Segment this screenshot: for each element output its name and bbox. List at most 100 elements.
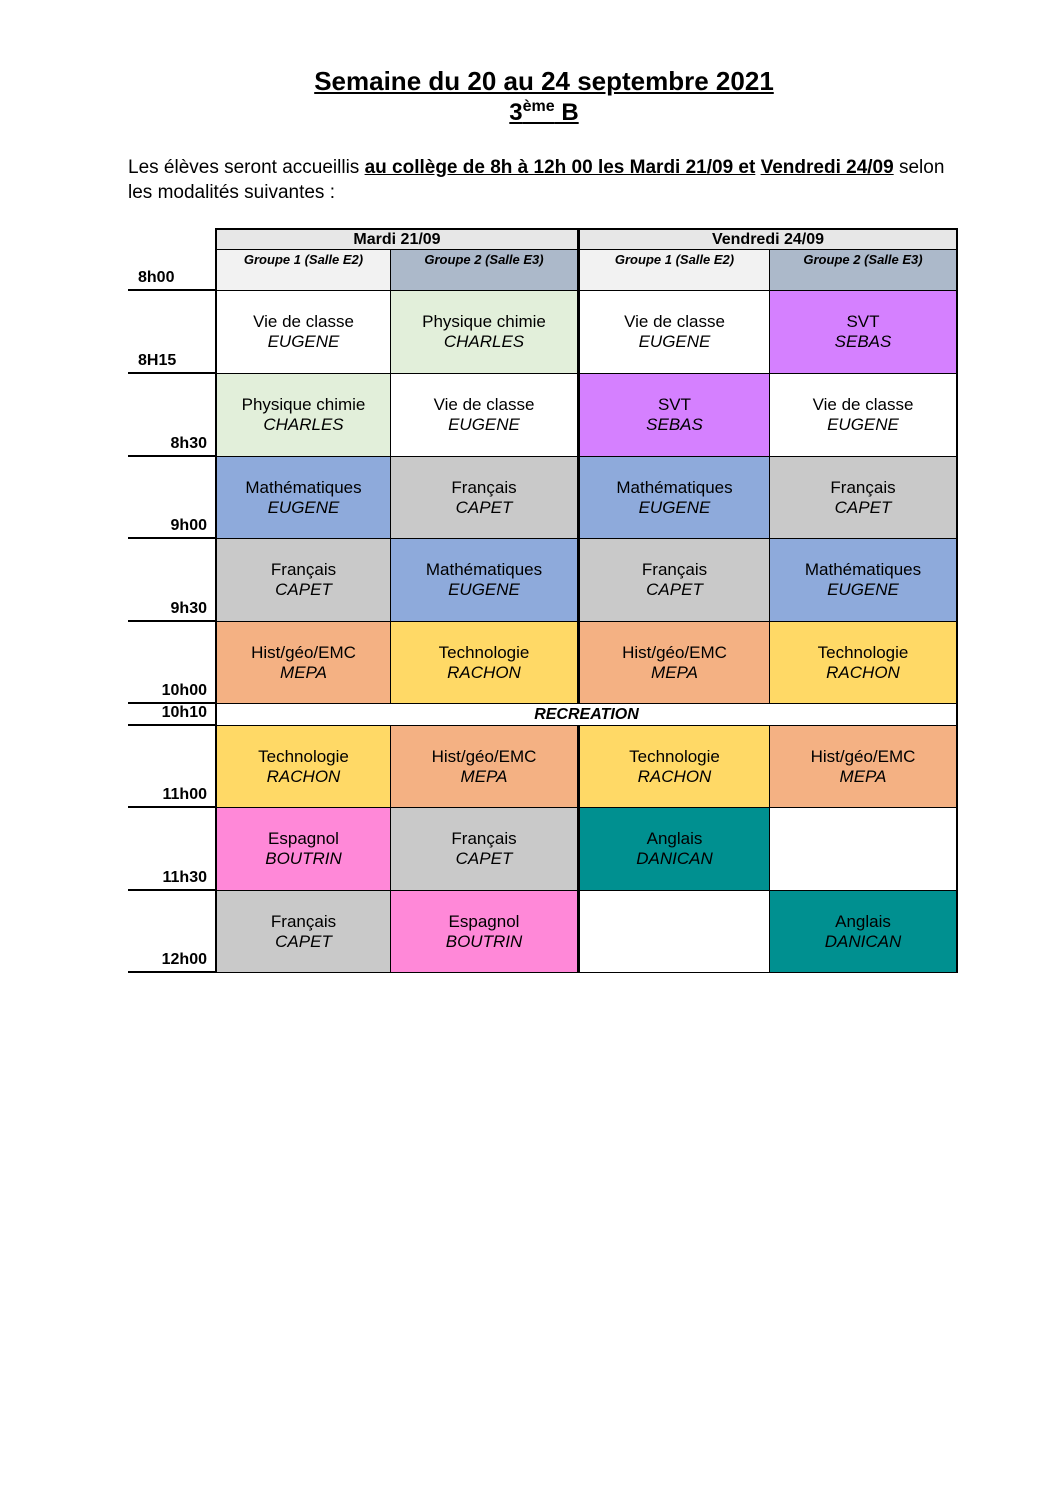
subject: Anglais bbox=[646, 829, 703, 848]
timetable-cell: Hist/géo/EMC MEPA bbox=[215, 622, 391, 704]
timetable-cell: Vie de classe EUGENE bbox=[770, 374, 958, 457]
timetable-cell: Physique chimie CHARLES bbox=[391, 291, 580, 374]
group-header: Groupe 1 (Salle E2) bbox=[215, 250, 391, 291]
teacher: DANICAN bbox=[636, 849, 713, 868]
day-header: Mardi 21/09 bbox=[215, 228, 580, 250]
subject: Hist/géo/EMC bbox=[431, 746, 537, 766]
teacher: RACHON bbox=[637, 766, 712, 786]
group-header: Groupe 1 (Salle E2) bbox=[580, 250, 770, 291]
timetable-cell: SVT SEBAS bbox=[580, 374, 770, 457]
timetable-cell: Vie de classe EUGENE bbox=[580, 291, 770, 374]
intro-b1: au collège de 8h à 12h 00 les Mardi 21/0… bbox=[364, 157, 756, 178]
teacher: EUGENE bbox=[827, 415, 899, 434]
timetable-cell: Technologie RACHON bbox=[770, 622, 958, 704]
teacher: RACHON bbox=[447, 662, 521, 682]
timetable-cell: Hist/géo/EMC MEPA bbox=[770, 726, 958, 808]
subject: Français bbox=[641, 560, 708, 579]
teacher: EUGENE bbox=[638, 332, 711, 351]
teacher: SEBAS bbox=[834, 332, 892, 351]
subject: Espagnol bbox=[268, 829, 339, 848]
teacher: BOUTRIN bbox=[265, 849, 342, 868]
subject: Hist/géo/EMC bbox=[251, 642, 356, 662]
teacher: CHARLES bbox=[263, 415, 344, 434]
subject: Français bbox=[451, 477, 517, 497]
time-label: 11h00 bbox=[128, 726, 215, 808]
subject: Technologie bbox=[258, 746, 349, 766]
intro-text: Les élèves seront accueillis au collège … bbox=[128, 155, 958, 205]
timetable-cell: Français CAPET bbox=[580, 539, 770, 622]
timetable-cell: Français CAPET bbox=[215, 539, 391, 622]
time-label: 8H15 bbox=[128, 291, 215, 374]
subject: Mathématiques bbox=[804, 560, 922, 579]
subject: Physique chimie bbox=[241, 395, 366, 414]
time-label: 8h00 bbox=[128, 250, 215, 291]
day-header: Vendredi 24/09 bbox=[580, 228, 958, 250]
timetable-cell: Technologie RACHON bbox=[215, 726, 391, 808]
teacher: EUGENE bbox=[448, 415, 520, 434]
subject: Français bbox=[830, 477, 896, 497]
timetable-cell: Anglais DANICAN bbox=[770, 891, 958, 973]
time-label: 10h10 bbox=[128, 704, 215, 726]
time-label: 12h00 bbox=[128, 891, 215, 973]
class-sup: ème bbox=[522, 98, 555, 115]
time-label: 11h30 bbox=[128, 808, 215, 891]
teacher: CAPET bbox=[275, 580, 332, 599]
timetable-cell bbox=[770, 808, 958, 891]
timetable-cell: Espagnol BOUTRIN bbox=[215, 808, 391, 891]
timetable-cell: Anglais DANICAN bbox=[580, 808, 770, 891]
intro-b2: Vendredi 24/09 bbox=[760, 157, 894, 178]
class-num: 3 bbox=[509, 99, 523, 126]
teacher: EUGENE bbox=[638, 497, 711, 517]
teacher: BOUTRIN bbox=[445, 931, 523, 951]
teacher: CHARLES bbox=[443, 332, 525, 351]
subject: Vie de classe bbox=[624, 312, 725, 331]
subject: Mathématiques bbox=[245, 477, 362, 497]
teacher: EUGENE bbox=[267, 497, 340, 517]
timetable-cell: SVT SEBAS bbox=[770, 291, 958, 374]
timetable-cell: Technologie RACHON bbox=[391, 622, 580, 704]
subject: Technologie bbox=[438, 642, 530, 662]
subject: SVT bbox=[846, 312, 880, 331]
teacher: MEPA bbox=[280, 662, 327, 682]
timetable-cell: Physique chimie CHARLES bbox=[215, 374, 391, 457]
group-header: Groupe 2 (Salle E3) bbox=[770, 250, 958, 291]
subject: Vie de classe bbox=[812, 395, 914, 414]
timetable-cell: Français CAPET bbox=[391, 808, 580, 891]
teacher: EUGENE bbox=[267, 332, 340, 351]
teacher: MEPA bbox=[839, 766, 887, 786]
timetable-cell: Hist/géo/EMC MEPA bbox=[580, 622, 770, 704]
subject: Physique chimie bbox=[422, 312, 546, 331]
subject: Mathématiques bbox=[616, 477, 733, 497]
timetable-cell: Français CAPET bbox=[770, 457, 958, 539]
subject: Français bbox=[270, 560, 337, 579]
subject: SVT bbox=[657, 395, 692, 414]
class-letter: B bbox=[554, 99, 579, 126]
group-header: Groupe 2 (Salle E3) bbox=[391, 250, 580, 291]
timetable-cell: Français CAPET bbox=[215, 891, 391, 973]
teacher: MEPA bbox=[460, 766, 508, 786]
timetable-cell: Technologie RACHON bbox=[580, 726, 770, 808]
teacher: CAPET bbox=[455, 849, 513, 868]
subject: Vie de classe bbox=[253, 312, 354, 331]
teacher: EUGENE bbox=[827, 580, 899, 599]
subject: Mathématiques bbox=[425, 560, 543, 579]
timetable-cell: Vie de classe EUGENE bbox=[215, 291, 391, 374]
teacher: MEPA bbox=[651, 662, 698, 682]
teacher: CAPET bbox=[646, 580, 703, 599]
subject: Français bbox=[270, 911, 337, 931]
timetable-cell: Français CAPET bbox=[391, 457, 580, 539]
time-header-blank bbox=[128, 228, 215, 250]
subject: Français bbox=[451, 829, 517, 848]
timetable: Mardi 21/09 Vendredi 24/09 8h00 Groupe 1 (S… bbox=[128, 228, 958, 973]
teacher: EUGENE bbox=[448, 580, 520, 599]
timetable-cell: Vie de classe EUGENE bbox=[391, 374, 580, 457]
teacher: CAPET bbox=[275, 931, 332, 951]
subject: Hist/géo/EMC bbox=[810, 746, 916, 766]
class-title: 3ème B bbox=[0, 98, 1058, 127]
time-label: 8h30 bbox=[128, 374, 215, 457]
timetable-cell: Mathématiques EUGENE bbox=[770, 539, 958, 622]
time-label: 9h30 bbox=[128, 539, 215, 622]
timetable-cell: Espagnol BOUTRIN bbox=[391, 891, 580, 973]
timetable-cell: Mathématiques EUGENE bbox=[580, 457, 770, 539]
